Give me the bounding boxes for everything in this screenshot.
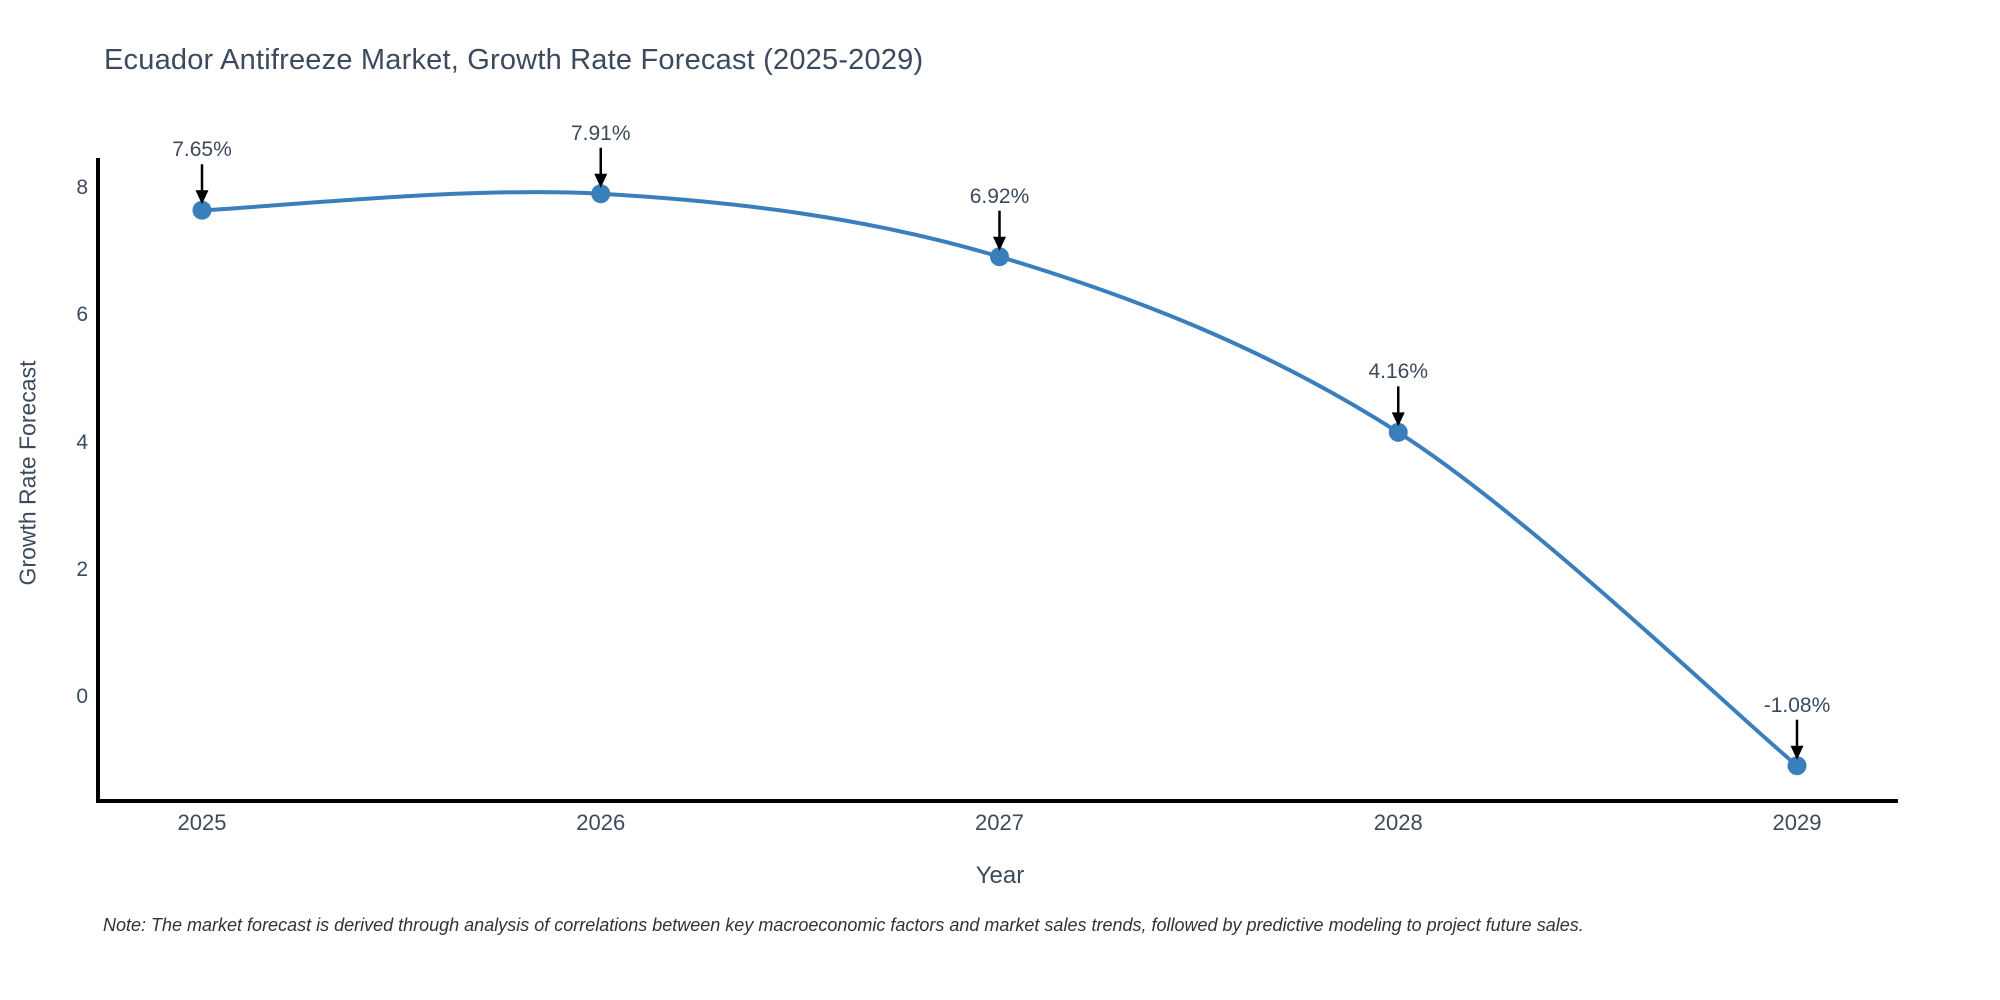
data-point-marker (591, 184, 611, 204)
point-annotation-label: -1.08% (1763, 693, 1831, 717)
data-point-marker (1787, 756, 1807, 776)
data-point-marker (192, 200, 212, 220)
y-tick-label: 6 (76, 303, 88, 327)
chart-title: Ecuador Antifreeze Market, Growth Rate F… (104, 44, 924, 76)
point-annotation-label: 7.65% (172, 138, 232, 162)
point-annotation-label: 4.16% (1368, 360, 1429, 384)
x-tick-label: 2025 (177, 810, 227, 835)
x-tick-label: 2028 (1373, 810, 1423, 835)
annotation-arrow-head (594, 173, 608, 188)
annotation-arrow-head (195, 190, 209, 205)
data-point-marker (990, 247, 1009, 267)
x-tick-label: 2026 (576, 810, 626, 835)
annotation-arrow-head (1790, 745, 1804, 760)
footnote: Note: The market forecast is derived thr… (103, 915, 1584, 935)
y-tick-label: 0 (76, 685, 88, 708)
annotation-arrow-head (1391, 412, 1405, 427)
x-tick-label: 2027 (975, 810, 1024, 835)
point-annotation-label: 7.91% (570, 121, 631, 145)
forecast-line (200, 190, 1799, 768)
y-tick-label: 4 (76, 430, 88, 454)
point-annotation-label: 6.92% (969, 184, 1030, 208)
y-tick-label: 2 (76, 557, 88, 581)
annotation-arrow-head (993, 236, 1006, 251)
x-tick-label: 2029 (1772, 810, 1822, 835)
data-point-marker (1388, 422, 1408, 442)
x-axis-title: Year (975, 862, 1025, 889)
y-tick-label: 8 (76, 176, 88, 199)
